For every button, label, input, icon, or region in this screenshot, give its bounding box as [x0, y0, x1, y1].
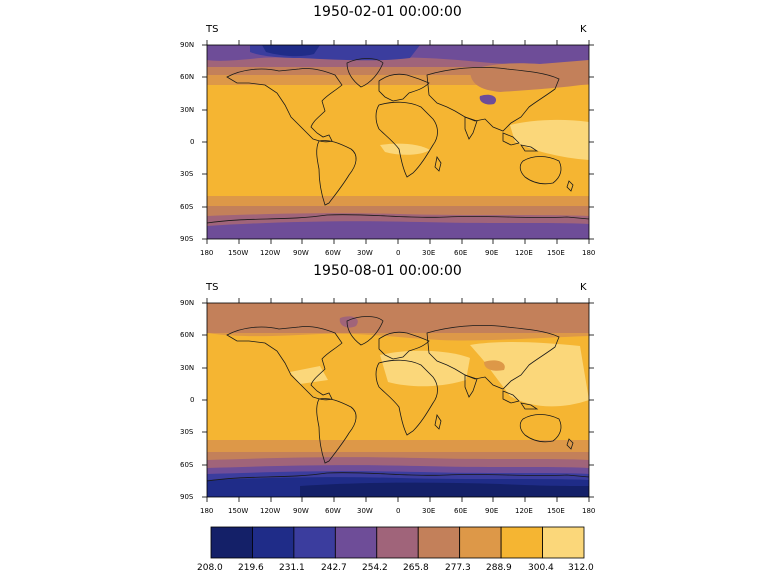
map-title-aug: 1950-08-01 00:00:00: [313, 263, 462, 279]
lon-label: 60E: [454, 507, 468, 515]
lon-label: 180: [582, 507, 596, 515]
ticks-feb: [202, 40, 594, 244]
units-label-aug: K: [580, 282, 587, 293]
lat-label: 90N: [180, 299, 195, 307]
map-title-feb: 1950-02-01 00:00:00: [313, 4, 462, 20]
lon-label: 120E: [515, 249, 533, 257]
lon-label: 180: [582, 249, 596, 257]
lon-label: 120W: [260, 249, 281, 257]
colorbar-swatch: [252, 526, 295, 559]
lat-label: 90S: [180, 493, 194, 501]
lon-label: 60E: [454, 249, 468, 257]
lat-label: 30S: [180, 170, 194, 178]
colorbar-label: 265.8: [403, 563, 429, 573]
colorbar-label: 254.2: [362, 563, 388, 573]
lon-label: 30W: [357, 249, 373, 257]
lon-label: 30E: [422, 507, 436, 515]
colorbar-swatch: [459, 526, 502, 559]
lat-label: 90N: [180, 41, 195, 49]
ticks-aug: [202, 298, 594, 502]
lon-label: 150W: [228, 249, 249, 257]
lat-label: 60N: [180, 331, 195, 339]
lon-label: 90W: [293, 507, 309, 515]
lon-label: 0: [396, 507, 401, 515]
lon-label: 0: [396, 249, 401, 257]
colorbar-swatch: [376, 526, 419, 559]
lat-label: 60S: [180, 203, 194, 211]
colorbar-label: 288.9: [486, 563, 512, 573]
map-feb: [207, 45, 589, 239]
lon-label: 150E: [547, 249, 565, 257]
lat-label: 60N: [180, 73, 195, 81]
colorbar-swatch: [500, 526, 543, 559]
lat-label: 30N: [180, 106, 195, 114]
colorbar-swatch: [417, 526, 461, 559]
lat-label: 30S: [180, 428, 194, 436]
colorbar-label: 277.3: [445, 563, 471, 573]
colorbar-label: 312.0: [568, 563, 594, 573]
lon-label: 60W: [325, 507, 341, 515]
lon-label: 90E: [485, 249, 499, 257]
colorbar-label: 300.4: [528, 563, 554, 573]
lat-label: 0: [190, 396, 195, 404]
lon-label: 180: [200, 507, 214, 515]
lat-label: 0: [190, 138, 195, 146]
lon-label: 120E: [515, 507, 533, 515]
lon-label: 90E: [485, 507, 499, 515]
lon-label: 180: [200, 249, 214, 257]
lon-label: 30W: [357, 507, 373, 515]
colorbar-label: 219.6: [238, 563, 264, 573]
colorbar-swatch: [542, 526, 585, 559]
lon-label: 150W: [228, 507, 249, 515]
lat-label: 90S: [180, 235, 194, 243]
colorbar-swatch: [210, 526, 253, 559]
lon-label: 60W: [325, 249, 341, 257]
variable-label-feb: TS: [206, 24, 219, 35]
colorbar-label: 208.0: [197, 563, 223, 573]
colorbar-label: 242.7: [321, 563, 347, 573]
lon-label: 120W: [260, 507, 281, 515]
variable-label-aug: TS: [206, 282, 219, 293]
lat-label: 30N: [180, 364, 195, 372]
map-aug: [207, 303, 589, 497]
colorbar-label: 231.1: [279, 563, 305, 573]
lon-label: 90W: [293, 249, 309, 257]
lon-label: 150E: [547, 507, 565, 515]
units-label-feb: K: [580, 24, 587, 35]
lon-label: 30E: [422, 249, 436, 257]
colorbar-swatch: [334, 526, 378, 559]
lat-label: 60S: [180, 461, 194, 469]
colorbar: [210, 526, 585, 559]
colorbar-swatch: [293, 526, 336, 559]
